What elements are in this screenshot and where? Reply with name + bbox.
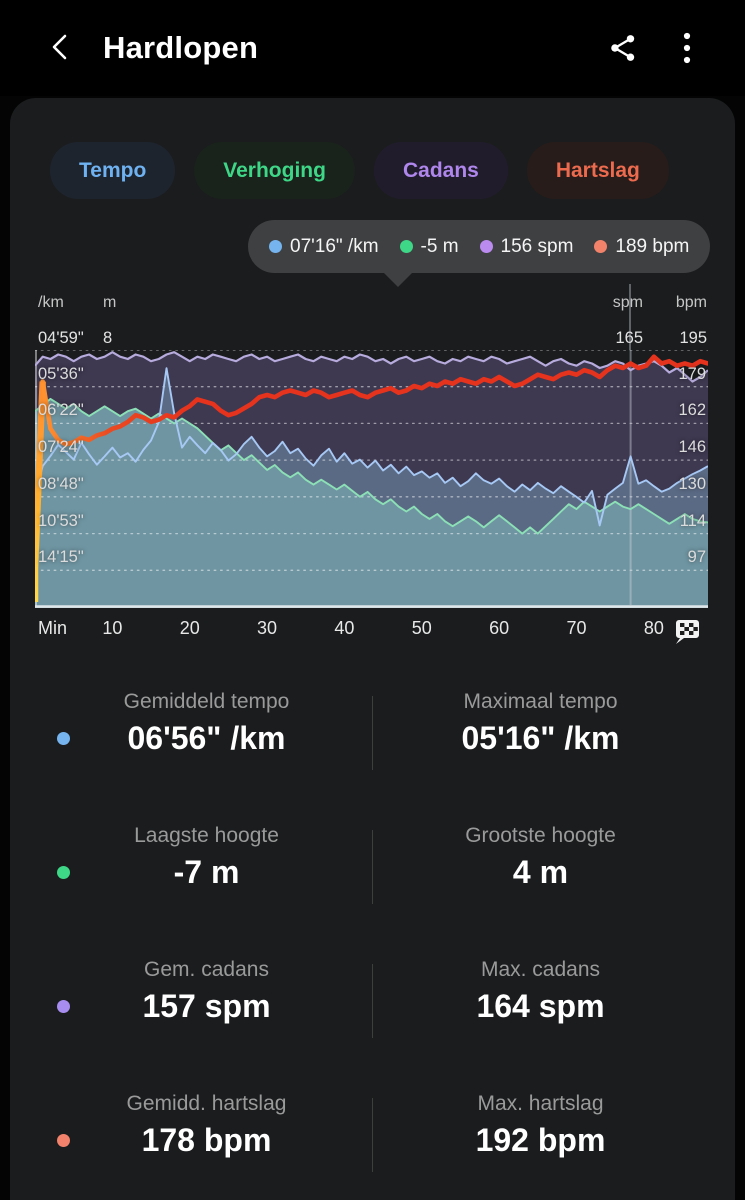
tooltip-dot-icon [479,240,493,253]
stat-value: 06'56" /km [127,720,286,756]
tooltip-value: 156 spm [500,235,574,257]
stat-value: 178 bpm [141,1122,272,1158]
stat-row-elevation: Laagste hoogte -7 m Grootste hoogte 4 m [10,818,735,928]
stat-label: Max. cadans [480,958,601,981]
stat-left-heart_rate: Gemidd. hartslag 178 bpm [38,1086,375,1159]
tooltip-dot-icon [269,240,282,253]
stat-divider [372,964,373,1038]
heart_rate-dot-icon [57,1134,70,1147]
x-tick-label: 50 [411,618,432,638]
stat-row-heart_rate: Gemidd. hartslag 178 bpm Max. hartslag 192 … [10,1086,735,1196]
heart-rate-top-tick: 195 [679,329,707,347]
chart-canvas [35,350,708,608]
stat-label: Max. hartslag [477,1092,604,1115]
axis-unit-heart-rate: bpm [675,294,707,311]
more-options-button[interactable] [665,26,709,70]
chart-tooltip: 07'16" /km -5 m 156 spm 189 bpm [248,220,711,273]
app-bar: Hardlopen [0,0,745,96]
workout-detail-card: Tempo Verhoging Cadans Hartslag 07'16" /km -… [10,98,735,1200]
tooltip-dot-icon [594,240,608,253]
chip-hartslag[interactable]: Hartslag [526,142,669,199]
stat-label: Maximaal tempo [463,690,618,713]
axis-unit-cadence: spm [612,294,643,311]
x-tick-label: 60 [489,618,510,638]
x-tick-label: 80 [643,618,664,638]
metric-chip-row: Tempo Verhoging Cadans Hartslag [50,142,669,199]
back-chevron-icon [52,34,67,60]
tooltip-dot-icon [399,240,413,253]
stat-value: 157 spm [142,988,271,1024]
stat-value: 05'16" /km [461,720,620,756]
stat-value: 4 m [512,854,569,890]
finish-flag-icon [672,616,702,646]
stat-left-elevation: Laagste hoogte -7 m [38,818,375,891]
stat-right-elevation: Grootste hoogte 4 m [372,818,709,891]
cadence-dot-icon [57,1000,70,1013]
x-tick-label: 30 [257,618,278,638]
x-axis: Min 10 20 30 40 50 60 70 80 [10,618,735,646]
stat-divider [372,1098,373,1172]
workout-chart[interactable]: 05'36" 179 06'22" 162 07'24" 146 08'48" 130 10'5… [35,350,708,608]
stat-divider [372,830,373,904]
stat-row-pace: Gemiddeld tempo 06'56" /km Maximaal tempo 0… [10,684,735,794]
stat-label: Gemidd. hartslag [126,1092,287,1115]
tooltip-tail [381,270,415,287]
stat-label: Grootste hoogte [465,824,616,847]
stat-left-pace: Gemiddeld tempo 06'56" /km [38,684,375,757]
chip-tempo[interactable]: Tempo [50,142,176,199]
stat-right-pace: Maximaal tempo 05'16" /km [372,684,709,757]
stat-value: -7 m [173,854,240,890]
tooltip-value: 07'16" /km [290,235,379,257]
cursor-line-upper [629,284,631,350]
stat-value: 192 bpm [475,1122,606,1158]
stat-right-cadence: Max. cadans 164 spm [372,952,709,1025]
tooltip-item: 189 bpm [594,236,689,258]
pace-dot-icon [57,732,70,745]
x-tick-label: 40 [334,618,355,638]
elevation-dot-icon [57,866,70,879]
stat-row-cadence: Gem. cadans 157 spm Max. cadans 164 spm [10,952,735,1062]
cadence-top-tick: 165 [615,329,643,347]
stat-label: Gem. cadans [144,958,269,981]
share-button[interactable] [601,26,645,70]
x-tick-label: 20 [179,618,200,638]
chip-cadans[interactable]: Cadans [373,142,508,199]
stat-label: Laagste hoogte [134,824,279,847]
stat-label: Gemiddeld tempo [123,690,290,713]
x-tick-label: 70 [566,618,587,638]
tooltip-item: -5 m [399,235,459,258]
tooltip-value: 189 bpm [615,235,690,257]
stat-right-heart_rate: Max. hartslag 192 bpm [372,1086,709,1159]
x-tick-label: 10 [102,618,123,638]
elevation-top-tick: 8 [103,329,113,347]
stat-left-cadence: Gem. cadans 157 spm [38,952,375,1025]
page-title: Hardlopen [103,30,259,65]
tooltip-item: 07'16" /km [269,236,379,258]
x-axis-label: Min [38,618,68,638]
stat-value: 164 spm [476,988,605,1024]
share-icon [611,35,635,61]
chip-verhoging[interactable]: Verhoging [194,142,355,199]
stat-divider [372,696,373,770]
back-button[interactable] [38,22,84,72]
pace-top-tick: 04'59" [38,329,84,347]
kebab-menu-icon [683,32,691,64]
tooltip-value: -5 m [420,235,459,257]
axis-unit-pace: /km [38,294,64,311]
axis-unit-elevation: m [103,294,117,311]
tooltip-item: 156 spm [479,235,574,258]
